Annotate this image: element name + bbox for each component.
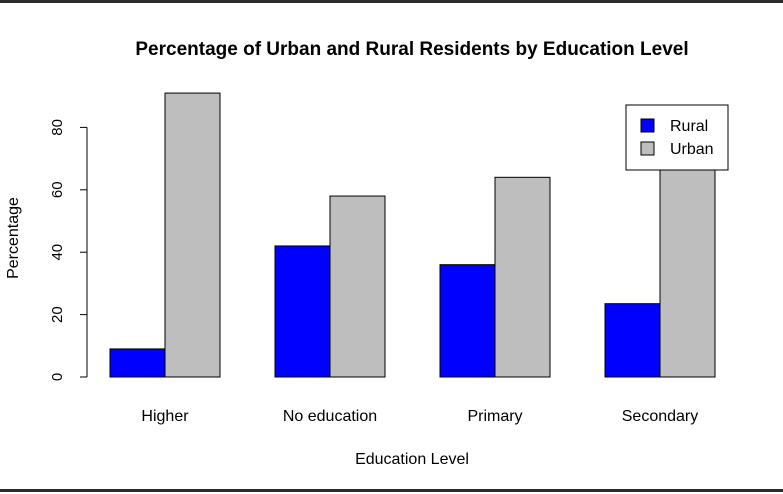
y-tick-label: 80 (49, 119, 66, 136)
bar-urban-secondary (659, 137, 716, 378)
bar-rural-no-education (274, 245, 331, 378)
bars-group (109, 92, 716, 378)
legend-label-urban: Urban (670, 141, 714, 158)
y-axis: 0 20 40 60 80 (49, 119, 88, 381)
x-tick-label: Secondary (622, 408, 699, 425)
y-tick-label: 40 (49, 244, 66, 261)
x-tick-label: Higher (141, 408, 189, 425)
legend-label-rural: Rural (670, 118, 708, 135)
legend-swatch-urban (640, 141, 655, 156)
category-labels: Higher No education Primary Secondary (141, 408, 698, 425)
bar-urban-no-education (329, 195, 386, 378)
x-axis-label: Education Level (355, 451, 469, 468)
bar-chart: Percentage of Urban and Rural Residents … (5, 39, 729, 468)
legend: Rural Urban (625, 104, 729, 171)
y-tick-label: 20 (49, 306, 66, 323)
legend-swatch-rural (640, 118, 655, 133)
chart-title: Percentage of Urban and Rural Residents … (135, 39, 688, 60)
bar-urban-higher (164, 92, 221, 378)
bar-rural-higher (109, 348, 166, 378)
bar-rural-secondary (604, 303, 661, 378)
x-tick-label: Primary (467, 408, 522, 425)
legend-box (625, 104, 729, 171)
x-tick-label: No education (283, 408, 377, 425)
bar-rural-primary (439, 264, 496, 378)
y-tick-label: 0 (49, 373, 66, 381)
y-axis-label: Percentage (5, 197, 22, 279)
y-tick-label: 60 (49, 181, 66, 198)
bar-urban-primary (494, 176, 551, 378)
